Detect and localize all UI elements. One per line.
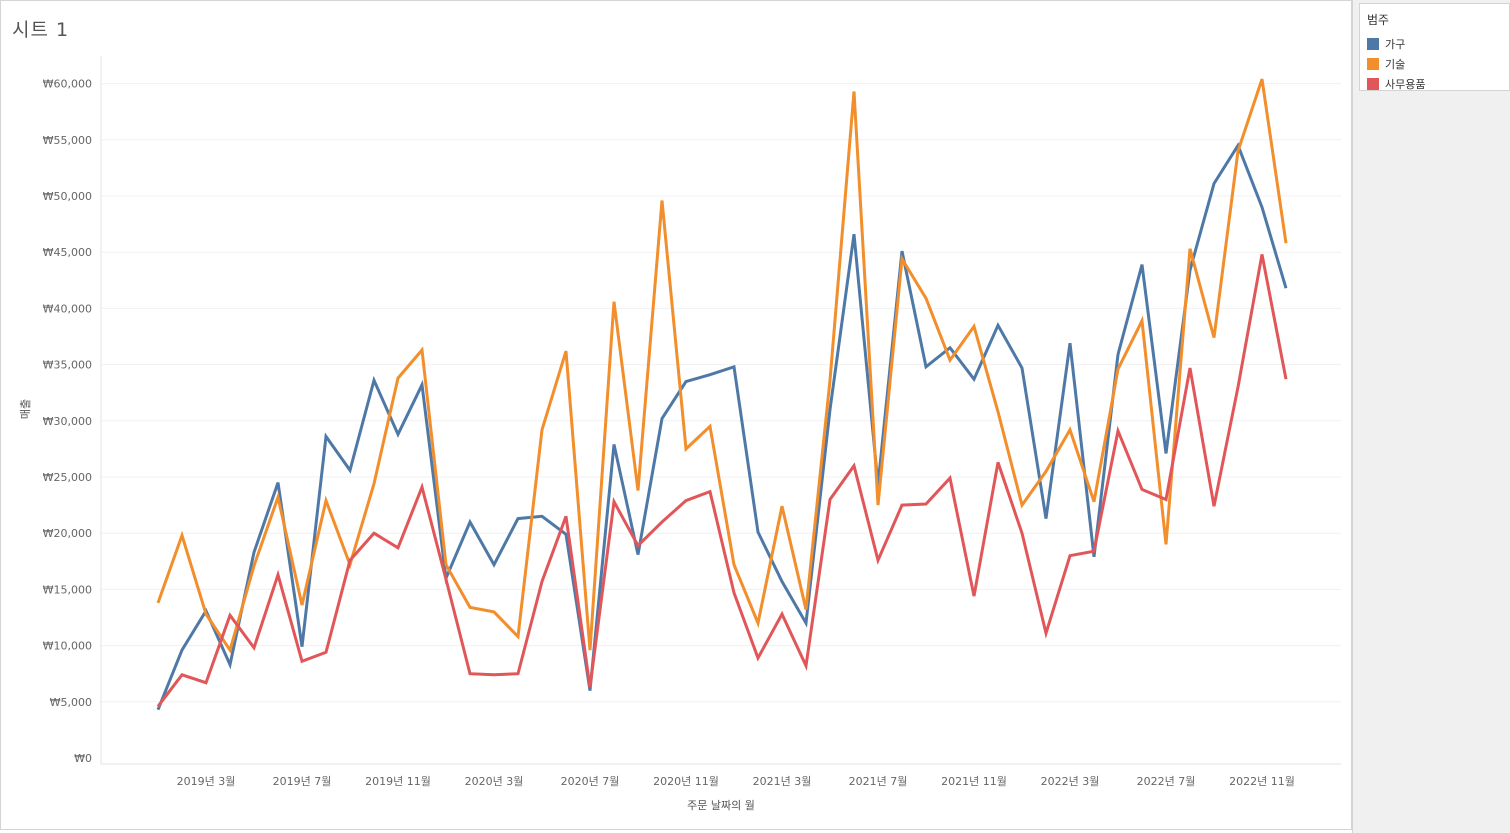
y-tick-label: ₩5,000 — [50, 696, 92, 709]
legend-item-furniture[interactable]: 가구 — [1367, 36, 1405, 52]
x-tick-label: 2022년 3월 — [1041, 775, 1100, 788]
x-tick-label: 2020년 11월 — [653, 775, 719, 788]
y-tick-label: ₩15,000 — [43, 583, 92, 596]
series-line-office-supplies — [156, 254, 1288, 708]
x-tick-label: 2019년 3월 — [177, 775, 236, 788]
x-tick-label: 2021년 3월 — [753, 775, 812, 788]
x-tick-label: 2020년 7월 — [561, 775, 620, 788]
x-tick-label: 2022년 7월 — [1137, 775, 1196, 788]
y-tick-label: ₩40,000 — [43, 302, 92, 315]
line-chart[interactable]: ₩0 ₩5,000 ₩10,000 ₩15,000 ₩20,000 ₩25,000 ₩30,… — [1, 1, 1351, 829]
legend-swatch-furniture — [1367, 38, 1379, 50]
y-tick-label: ₩25,000 — [43, 471, 92, 484]
legend-swatch-technology — [1367, 58, 1379, 70]
x-tick-label: 2021년 11월 — [941, 775, 1007, 788]
legend-swatch-office-supplies — [1367, 78, 1379, 90]
y-tick-label: ₩20,000 — [43, 527, 92, 540]
legend-label: 사무용품 — [1385, 78, 1426, 91]
x-axis-title: 주문 날짜의 월 — [687, 799, 755, 812]
x-tick-label: 2021년 7월 — [849, 775, 908, 788]
y-tick-label: ₩45,000 — [43, 246, 92, 259]
legend-title: 범주 — [1367, 13, 1390, 27]
series-line-furniture — [156, 142, 1288, 711]
side-panel: 범주 가구 기술 사무용품 — [1352, 0, 1510, 833]
y-axis-title: 매출 — [19, 399, 32, 419]
y-tick-label: ₩10,000 — [43, 640, 92, 653]
legend-item-technology[interactable]: 기술 — [1367, 56, 1405, 72]
y-tick-label: ₩35,000 — [43, 359, 92, 372]
x-tick-label: 2019년 11월 — [365, 775, 431, 788]
y-tick-label: ₩55,000 — [43, 134, 92, 147]
x-tick-label: 2019년 7월 — [273, 775, 332, 788]
series-line-technology — [156, 78, 1288, 654]
legend-item-office-supplies[interactable]: 사무용품 — [1367, 76, 1425, 92]
y-tick-label: ₩60,000 — [43, 78, 92, 91]
legend-label: 가구 — [1385, 38, 1406, 51]
worksheet: 시트 1 ₩0 ₩5,000 ₩10,000 ₩15,000 ₩20,000 ₩25,00… — [0, 0, 1352, 830]
legend[interactable]: 범주 가구 기술 사무용품 — [1359, 3, 1510, 91]
x-tick-label: 2020년 3월 — [465, 775, 524, 788]
y-tick-label: ₩30,000 — [43, 415, 92, 428]
sheet-title: 시트 1 — [12, 19, 70, 41]
legend-label: 기술 — [1385, 58, 1406, 71]
y-tick-label: ₩0 — [74, 752, 92, 765]
y-tick-label: ₩50,000 — [43, 190, 92, 203]
x-tick-label: 2022년 11월 — [1229, 775, 1295, 788]
